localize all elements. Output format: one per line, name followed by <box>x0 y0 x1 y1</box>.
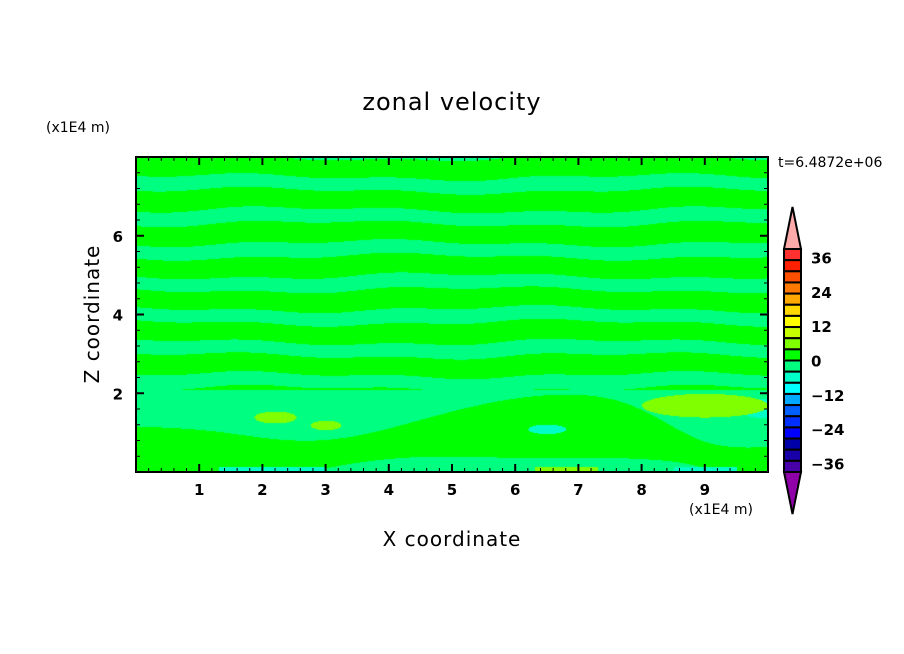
colorbar-under-triangle <box>782 471 803 515</box>
x-tick-label: 3 <box>320 481 330 499</box>
x-tick-label: 9 <box>700 481 710 499</box>
x-tick-label: 7 <box>573 481 583 499</box>
x-scale-label: (x1E4 m) <box>689 502 753 518</box>
x-tick-label: 4 <box>384 481 394 499</box>
colorbar-label: 24 <box>811 284 832 302</box>
y-scale-label: (x1E4 m) <box>46 120 110 136</box>
y-tick-label: 2 <box>113 385 123 403</box>
colorbar-swatch <box>783 270 802 284</box>
colorbar-over-triangle <box>782 206 803 250</box>
x-tick-label: 5 <box>447 481 457 499</box>
colorbar-swatch <box>783 281 802 295</box>
colorbar-swatch <box>783 359 802 373</box>
colorbar-swatch <box>783 415 802 429</box>
y-tick-label: 6 <box>113 228 123 246</box>
x-axis-label: X coordinate <box>382 527 522 551</box>
colorbar-swatch <box>783 448 802 462</box>
y-tick-label: 4 <box>113 307 123 325</box>
colorbar-swatch <box>783 459 802 474</box>
colorbar-label: 0 <box>811 353 821 371</box>
colorbar-swatch <box>783 370 802 384</box>
colorbar-swatch <box>783 437 802 451</box>
colorbar-swatch <box>783 303 802 317</box>
x-tick-label: 2 <box>257 481 267 499</box>
x-tick-label: 8 <box>636 481 646 499</box>
time-label: t=6.4872e+06 <box>778 155 883 171</box>
colorbar-label: −36 <box>811 455 844 473</box>
colorbar-label: 36 <box>811 250 832 268</box>
colorbar-swatch <box>783 326 802 340</box>
colorbar-swatch <box>783 426 802 440</box>
colorbar-label: −12 <box>811 387 844 405</box>
x-tick-label: 6 <box>510 481 520 499</box>
colorbar-swatch <box>783 259 802 273</box>
colorbar-swatch <box>783 404 802 418</box>
plot-frame <box>135 156 769 473</box>
colorbar-swatch <box>783 292 802 306</box>
colorbar-label: −24 <box>811 421 844 439</box>
x-tick-label: 1 <box>194 481 204 499</box>
colorbar-swatch <box>783 348 802 362</box>
chart-title: zonal velocity <box>362 88 542 116</box>
colorbar-swatch <box>783 248 802 262</box>
colorbar-swatch <box>783 337 802 351</box>
colorbar-swatch <box>783 314 802 329</box>
contour-field <box>136 157 768 472</box>
colorbar-label: 12 <box>811 318 832 336</box>
colorbar-swatch <box>783 392 802 407</box>
colorbar-swatch <box>783 381 802 395</box>
